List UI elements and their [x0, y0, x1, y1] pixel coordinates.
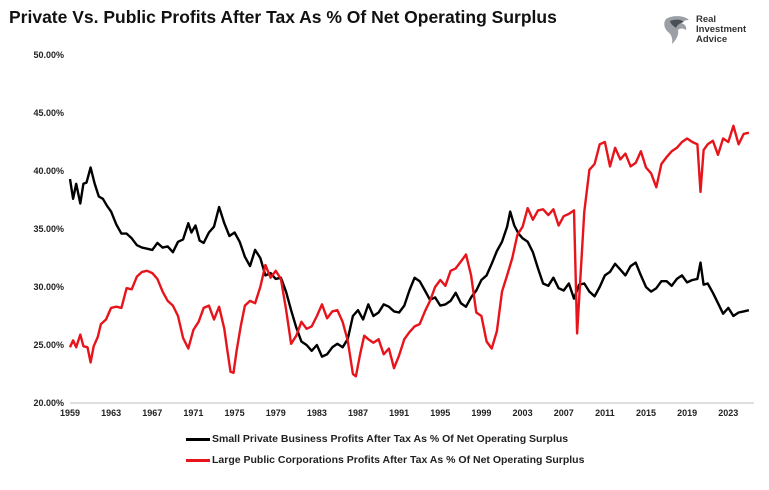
- x-tick-label: 1995: [430, 408, 450, 418]
- x-tick-label: 1991: [389, 408, 409, 418]
- legend-swatch-black: [186, 437, 210, 441]
- series-line-large-public: [68, 124, 750, 378]
- x-tick-label: 2019: [677, 408, 697, 418]
- y-tick-label: 20.00%: [33, 398, 64, 408]
- legend-label: Small Private Business Profits After Tax…: [212, 433, 569, 445]
- x-tick-label: 1959: [60, 408, 80, 418]
- x-tick-label: 1975: [225, 408, 245, 418]
- chart-title: Private Vs. Public Profits After Tax As …: [9, 7, 557, 27]
- logo-text-line: Advice: [696, 34, 728, 45]
- y-tick-label: 40.00%: [33, 166, 64, 176]
- legend-entry-small-private: Small Private Business Profits After Tax…: [186, 433, 656, 445]
- y-tick-label: 35.00%: [33, 224, 64, 234]
- x-tick-label: 1979: [266, 408, 286, 418]
- y-tick-label: 50.00%: [33, 50, 64, 60]
- y-tick-label: 30.00%: [33, 282, 64, 292]
- x-tick-label: 2007: [554, 408, 574, 418]
- logo-text-line: Real: [696, 14, 717, 25]
- x-tick-label: 2003: [513, 408, 533, 418]
- x-tick-label: 2011: [595, 408, 615, 418]
- logo-text: Real Investment Advice: [696, 15, 746, 45]
- x-tick-label: 1999: [471, 408, 491, 418]
- x-tick-label: 1967: [142, 408, 162, 418]
- y-tick-label: 45.00%: [33, 108, 64, 118]
- x-tick-label: 1971: [183, 408, 203, 418]
- legend-swatch-red: [186, 458, 210, 462]
- eagle-head-icon: [664, 16, 689, 44]
- x-tick-label: 1963: [101, 408, 121, 418]
- x-tick-label: 2015: [636, 408, 656, 418]
- legend-entry-large-public: Large Public Corporations Profits After …: [186, 454, 656, 466]
- x-tick-label: 1987: [348, 408, 368, 418]
- series-group: [68, 124, 750, 378]
- series-line-small-private: [68, 166, 750, 358]
- y-tick-label: 25.00%: [33, 340, 64, 350]
- axes: 20.00% 25.00% 30.00% 35.00% 40.00% 45.00% 50.0…: [33, 50, 754, 418]
- logo: Real Investment Advice: [662, 14, 762, 48]
- x-tick-label: 2023: [718, 408, 738, 418]
- legend-label: Large Public Corporations Profits After …: [212, 454, 585, 466]
- x-tick-label: 1983: [307, 408, 327, 418]
- logo-text-line: Investment: [696, 24, 747, 35]
